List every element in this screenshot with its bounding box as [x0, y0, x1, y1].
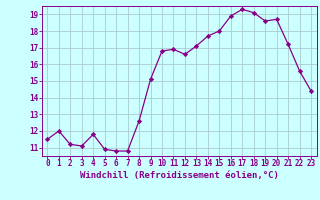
X-axis label: Windchill (Refroidissement éolien,°C): Windchill (Refroidissement éolien,°C) — [80, 171, 279, 180]
